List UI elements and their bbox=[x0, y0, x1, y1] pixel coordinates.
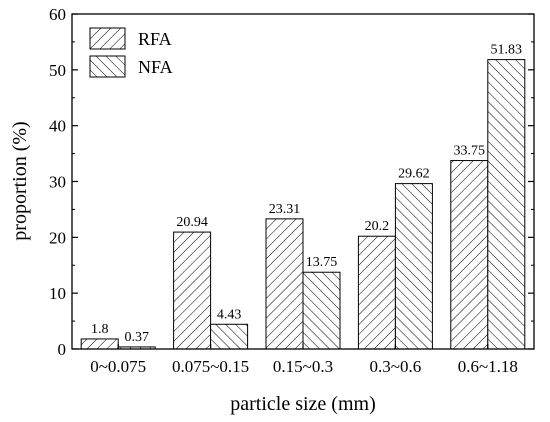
y-tick-label: 10 bbox=[49, 284, 66, 303]
y-tick-label: 40 bbox=[49, 117, 66, 136]
y-tick-label: 60 bbox=[49, 5, 66, 24]
legend-label-rfa: RFA bbox=[138, 29, 172, 49]
legend-label-nfa: NFA bbox=[138, 57, 173, 77]
bar-rfa-3 bbox=[357, 235, 396, 350]
x-tick-label: 0~0.075 bbox=[90, 357, 146, 376]
data-label-nfa-4: 51.83 bbox=[491, 43, 523, 58]
bar-rfa-4 bbox=[450, 160, 489, 350]
data-label-nfa-3: 29.62 bbox=[398, 167, 430, 182]
data-label-nfa-2: 13.75 bbox=[306, 255, 338, 270]
data-label-rfa-3: 20.2 bbox=[365, 219, 390, 234]
data-label-rfa-2: 23.31 bbox=[269, 202, 301, 217]
legend: RFA NFA bbox=[89, 27, 173, 78]
y-axis-title: proportion (%) bbox=[9, 121, 31, 240]
data-label-nfa-0: 0.37 bbox=[124, 330, 149, 345]
x-tick-label: 0.3~0.6 bbox=[370, 357, 422, 376]
x-axis-title: particle size (mm) bbox=[230, 393, 376, 415]
data-label-rfa-4: 33.75 bbox=[454, 144, 486, 159]
x-tick-label: 0.075~0.15 bbox=[172, 357, 249, 376]
legend-swatch-nfa bbox=[89, 55, 126, 78]
bar-rfa-2 bbox=[265, 218, 304, 350]
bar-nfa-1 bbox=[210, 323, 249, 350]
y-tick-label: 0 bbox=[58, 340, 67, 359]
x-axis: 0~0.075 0.075~0.15 0.15~0.3 0.3~0.6 0.6~1.18 bbox=[90, 344, 518, 376]
y-tick-label: 50 bbox=[49, 61, 66, 80]
bar-rfa-0 bbox=[80, 338, 119, 350]
y-tick-label: 30 bbox=[49, 173, 66, 192]
data-labels: 1.8 20.94 23.31 20.2 33.75 0.37 4.43 13.75 29.62… bbox=[91, 43, 522, 345]
bar-rfa-1 bbox=[173, 231, 212, 350]
bars-layer bbox=[80, 59, 526, 350]
x-tick-label: 0.6~1.18 bbox=[458, 357, 518, 376]
legend-swatch-rfa bbox=[89, 27, 126, 50]
data-label-nfa-1: 4.43 bbox=[217, 307, 242, 322]
data-label-rfa-1: 20.94 bbox=[176, 215, 208, 230]
x-tick-label: 0.15~0.3 bbox=[273, 357, 333, 376]
bar-nfa-3 bbox=[394, 183, 433, 350]
y-axis: 0 10 20 30 40 50 60 bbox=[49, 5, 534, 359]
data-label-rfa-0: 1.8 bbox=[91, 322, 109, 337]
y-tick-label: 20 bbox=[49, 228, 66, 247]
bar-nfa-4 bbox=[487, 59, 526, 350]
bar-nfa-2 bbox=[302, 271, 341, 350]
